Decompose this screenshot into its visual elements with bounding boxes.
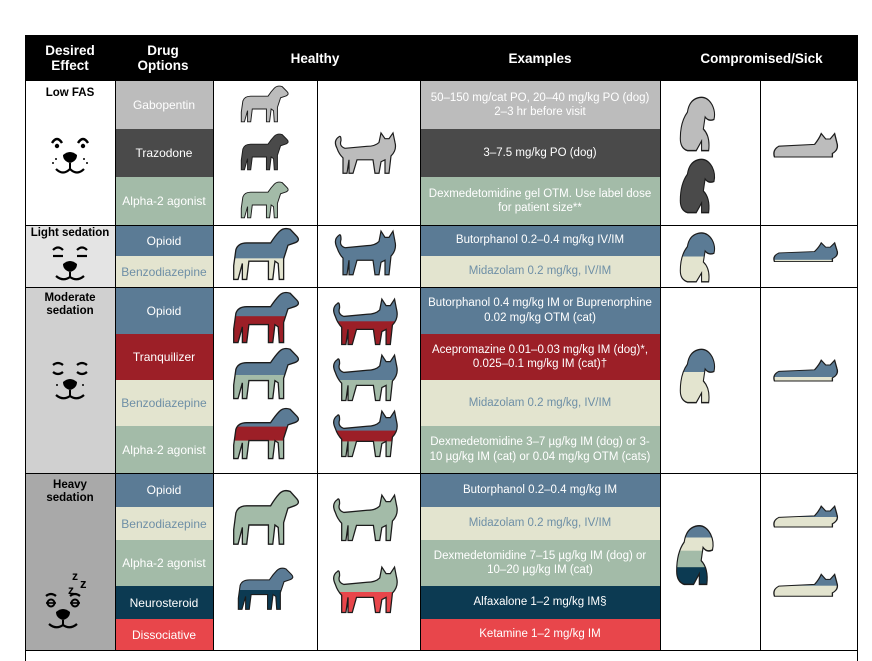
sleepy-face-icon (52, 246, 88, 281)
example-alpha2-heavy: Dexmedetomidine 7–15 µg/kg IM (dog) or 1… (420, 540, 660, 586)
example-benzo-heavy: Midazolam 0.2 mg/kg, IV/IM (420, 507, 660, 540)
drug-alpha2-heavy: Alpha-2 agonist (115, 540, 213, 586)
dog-silhouette-icon (679, 232, 716, 283)
example-benzo-light: Midazolam 0.2 mg/kg, IV/IM (420, 256, 660, 287)
header-compromised: Compromised/Sick (700, 50, 823, 66)
sedation-chart: Desired Effect Drug Options Healthy Exam… (25, 35, 858, 661)
drug-dissociative: Dissociative (115, 619, 213, 650)
label-moderate: Moderate sedation (44, 292, 96, 317)
drug-benzo-moderate: Benzodiazepine (115, 380, 213, 426)
svg-text:z: z (80, 576, 87, 591)
header-examples: Examples (508, 50, 572, 66)
drug-gabapentin: Gabopentin (115, 81, 213, 129)
grid-line (857, 81, 858, 661)
example-opioid-heavy: Butorphanol 0.2–0.4 mg/kg IM (420, 473, 660, 507)
drug-alpha2-moderate: Alpha-2 agonist (115, 426, 213, 473)
drug-neurosteroid: Neurosteroid (115, 586, 213, 619)
cat-silhouette-icon (773, 573, 839, 597)
header-bar (25, 35, 858, 81)
example-neurosteroid: Alfaxalone 1–2 mg/kg IM§ (420, 586, 660, 619)
dog-silhouette-icon (237, 567, 294, 610)
grid-line (660, 81, 661, 650)
cat-silhouette-icon (773, 132, 839, 158)
dog-silhouette-icon (240, 133, 289, 171)
header-desired-effect: Desired Effect (45, 43, 95, 73)
grid-line (213, 81, 214, 650)
grid-line (25, 650, 858, 651)
grid-line (317, 81, 318, 650)
drug-alpha2-low: Alpha-2 agonist (115, 177, 213, 225)
example-alpha2-low: Dexmedetomidine gel OTM. Use label dose … (420, 177, 660, 225)
drug-opioid-light: Opioid (115, 225, 213, 256)
relaxed-face-icon (50, 137, 90, 174)
dog-silhouette-icon (679, 158, 716, 214)
dog-silhouette-icon (233, 347, 300, 400)
header-drug-options: Drug Options (137, 43, 189, 73)
grid-line (420, 81, 421, 650)
cat-silhouette-icon (333, 353, 398, 402)
cat-silhouette-icon (333, 409, 398, 458)
cat-silhouette-icon (773, 241, 839, 263)
grid-line (115, 81, 116, 650)
cat-silhouette-icon (333, 297, 398, 346)
cat-silhouette-icon (333, 493, 398, 542)
svg-text:z: z (68, 583, 74, 597)
example-dissociative: Ketamine 1–2 mg/kg IM (420, 619, 660, 650)
header-healthy: Healthy (290, 50, 340, 66)
example-opioid-moderate: Butorphanol 0.4 mg/kg IM or Buprenorphin… (420, 287, 660, 334)
svg-text:z: z (72, 569, 78, 583)
example-benzo-moderate: Midazolam 0.2 mg/kg, IV/IM (420, 380, 660, 426)
drug-opioid-moderate: Opioid (115, 287, 213, 334)
cat-silhouette-icon (773, 504, 839, 528)
cat-silhouette-icon (773, 358, 839, 382)
example-tranquilizer: Acepromazine 0.01–0.03 mg/kg IM (dog)*, … (420, 334, 660, 380)
example-trazodone: 3–7.5 mg/kg PO (dog) (420, 129, 660, 177)
drug-trazodone: Trazodone (115, 129, 213, 177)
label-heavy: Heavy sedation (46, 479, 94, 504)
grid-line (760, 81, 761, 650)
dog-silhouette-icon (676, 524, 714, 586)
dog-silhouette-icon (240, 181, 289, 219)
example-opioid-light: Butorphanol 0.2–0.4 mg/kg IV/IM (420, 225, 660, 256)
dog-silhouette-icon (679, 96, 716, 152)
cat-silhouette-icon (333, 565, 398, 614)
dog-silhouette-icon (679, 348, 716, 404)
example-alpha2-moderate: Dexmedetomidine 3–7 µg/kg IM (dog) or 3-… (420, 426, 660, 473)
dog-silhouette-icon (240, 85, 289, 123)
drug-tranquilizer: Tranquilizer (115, 334, 213, 380)
grid-line (25, 287, 858, 288)
closed-eyes-face-icon (52, 361, 88, 400)
sleeping-face-icon: z z z (45, 569, 87, 629)
dog-silhouette-icon (233, 291, 300, 344)
label-low-fas: Low FAS (45, 86, 95, 99)
dog-silhouette-icon (233, 407, 300, 460)
cat-silhouette-icon (334, 131, 397, 174)
grid-line (25, 225, 858, 226)
drug-benzo-light: Benzodiazepine (115, 256, 213, 287)
cat-silhouette-icon (334, 229, 397, 276)
grid-line (25, 81, 26, 661)
grid-line (25, 473, 858, 474)
drug-opioid-heavy: Opioid (115, 473, 213, 507)
dog-silhouette-icon (233, 489, 300, 545)
example-gabapentin: 50–150 mg/cat PO, 20–40 mg/kg PO (dog) 2… (420, 81, 660, 129)
dog-silhouette-icon (233, 227, 300, 281)
label-light: Light sedation (30, 226, 110, 239)
drug-benzo-heavy: Benzodiazepine (115, 507, 213, 540)
heavy-panel (25, 473, 115, 650)
